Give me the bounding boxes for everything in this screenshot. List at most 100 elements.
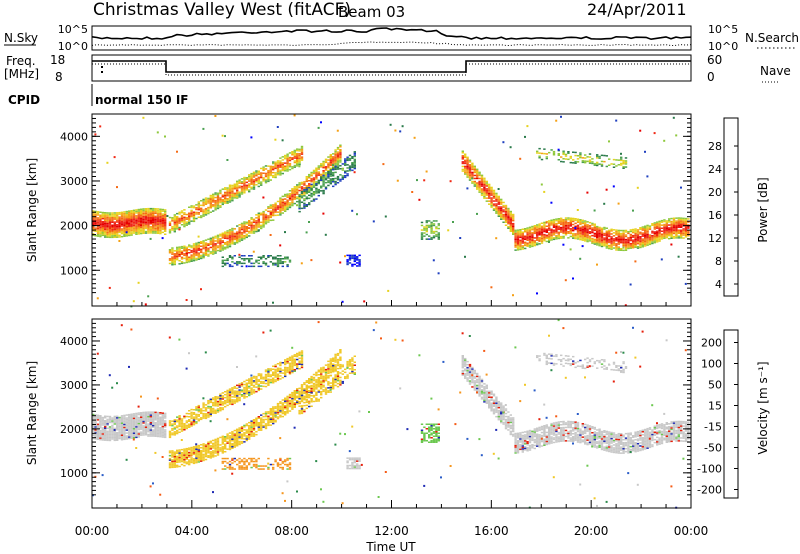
scatter-cell bbox=[497, 212, 500, 214]
scatter-cell bbox=[303, 199, 306, 202]
scatter-cell bbox=[598, 244, 601, 247]
scatter-cell bbox=[608, 241, 611, 244]
scatter-cell bbox=[260, 184, 263, 186]
scatter-cell bbox=[243, 258, 246, 260]
scatter-cell bbox=[353, 163, 356, 165]
scatter-cell bbox=[658, 225, 661, 227]
scatter-cell bbox=[142, 116, 145, 119]
scatter-cell bbox=[128, 415, 131, 417]
scatter-cell bbox=[260, 173, 263, 176]
scatter-cell bbox=[584, 160, 587, 162]
scatter-cell bbox=[236, 234, 239, 236]
scatter-cell bbox=[552, 237, 556, 239]
scatter-cell bbox=[240, 225, 244, 228]
scatter-cell bbox=[543, 148, 546, 150]
scatter-cell bbox=[639, 239, 642, 241]
scatter-cell bbox=[188, 420, 191, 422]
scatter-cell bbox=[176, 249, 179, 252]
scatter-cell bbox=[591, 239, 594, 241]
scatter-cell bbox=[274, 138, 277, 141]
scatter-cell bbox=[665, 230, 668, 233]
scatter-cell bbox=[178, 219, 181, 221]
scatter-cell bbox=[212, 248, 215, 251]
scatter-cell bbox=[135, 426, 138, 428]
scatter-cell bbox=[557, 153, 560, 155]
scatter-cell bbox=[634, 228, 637, 230]
scatter-cell bbox=[99, 429, 102, 432]
scatter-cell bbox=[512, 216, 515, 219]
scatter-cell bbox=[142, 217, 145, 219]
scatter-cell bbox=[207, 456, 210, 458]
scatter-cell bbox=[356, 213, 358, 216]
scatter-cell bbox=[104, 215, 107, 217]
scatter-cell bbox=[147, 429, 150, 431]
scatter-cell bbox=[663, 223, 666, 226]
scatter-cell bbox=[344, 176, 347, 179]
scatter-cell bbox=[128, 431, 131, 434]
scatter-cell bbox=[190, 260, 193, 262]
scatter-cell bbox=[288, 164, 292, 166]
scatter-cell bbox=[149, 212, 152, 214]
scatter-cell bbox=[190, 452, 193, 455]
scatter-cell bbox=[622, 246, 625, 249]
scatter-cell bbox=[202, 456, 205, 459]
scatter-cell bbox=[111, 229, 114, 231]
scatter-cell bbox=[94, 222, 97, 225]
scatter-cell bbox=[144, 212, 148, 215]
scatter-cell bbox=[164, 421, 167, 424]
scatter-cell bbox=[298, 206, 301, 208]
scatter-cell bbox=[509, 146, 512, 149]
scatter-cell bbox=[567, 221, 570, 224]
scatter-cell bbox=[224, 448, 227, 450]
scatter-cell bbox=[216, 405, 220, 407]
scatter-cell bbox=[293, 155, 296, 158]
scatter-cell bbox=[159, 430, 162, 432]
scatter-cell bbox=[315, 187, 318, 190]
scatter-cell bbox=[152, 232, 155, 234]
scatter-cell bbox=[617, 164, 620, 166]
scatter-cell bbox=[212, 247, 215, 249]
scatter-cell bbox=[190, 254, 193, 256]
scatter-cell bbox=[584, 157, 587, 159]
scatter-cell bbox=[195, 461, 198, 464]
scatter-cell bbox=[195, 450, 198, 452]
scatter-cell bbox=[464, 171, 467, 174]
scatter-cell bbox=[111, 426, 114, 428]
scatter-cell bbox=[569, 161, 572, 164]
scatter-cell bbox=[245, 236, 248, 239]
scatter-cell bbox=[567, 218, 570, 221]
scatter-cell bbox=[269, 210, 272, 212]
scatter-cell bbox=[269, 171, 272, 174]
scatter-cell bbox=[543, 223, 546, 225]
scatter-cell bbox=[128, 434, 131, 437]
scatter-cell bbox=[512, 230, 515, 232]
scatter-cell bbox=[106, 415, 109, 418]
scatter-cell bbox=[293, 160, 296, 162]
scatter-cell bbox=[262, 381, 265, 383]
scatter-cell bbox=[267, 180, 270, 183]
scatter-cell bbox=[540, 231, 544, 234]
scatter-cell bbox=[569, 229, 572, 232]
scatter-cell bbox=[236, 264, 239, 266]
scatter-cell bbox=[180, 247, 184, 249]
scatter-cell bbox=[164, 213, 167, 216]
scatter-cell bbox=[653, 223, 656, 226]
scatter-cell bbox=[94, 227, 97, 229]
scatter-cell bbox=[497, 209, 500, 211]
scatter-cell bbox=[207, 449, 210, 451]
scatter-cell bbox=[341, 300, 344, 303]
scatter-cell bbox=[120, 231, 124, 233]
y-tick-label: 3000 bbox=[60, 175, 88, 188]
scatter-cell bbox=[116, 216, 119, 219]
scatter-cell bbox=[478, 177, 481, 180]
scatter-cell bbox=[336, 154, 340, 156]
scatter-cell bbox=[144, 426, 148, 428]
scatter-cell bbox=[636, 236, 640, 239]
scatter-cell bbox=[620, 235, 623, 238]
scatter-cell bbox=[132, 435, 136, 437]
scatter-cell bbox=[317, 190, 320, 192]
scatter-cell bbox=[238, 431, 241, 434]
scatter-cell bbox=[197, 241, 200, 244]
scatter-cell bbox=[185, 224, 188, 226]
scatter-cell bbox=[329, 167, 332, 170]
